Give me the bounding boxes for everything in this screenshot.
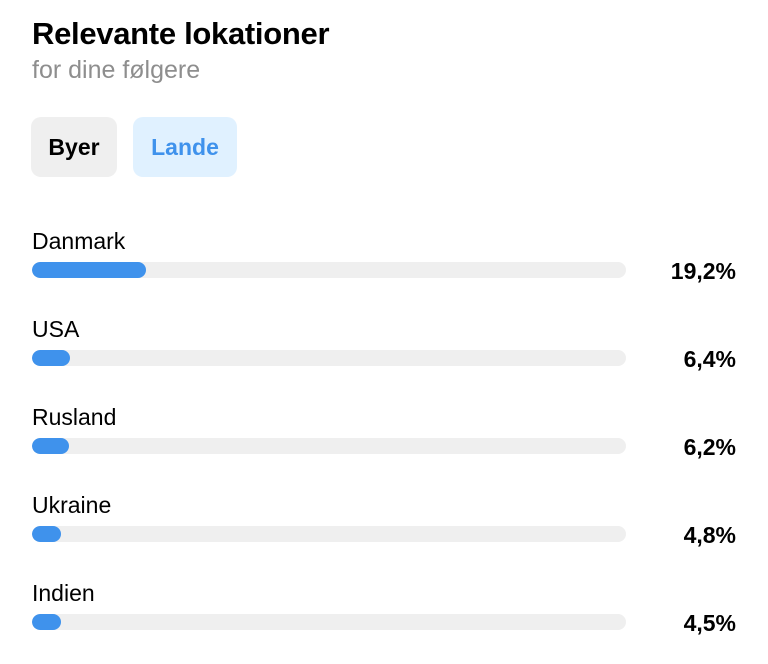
location-row-danmark: Danmark 19,2% bbox=[32, 224, 742, 312]
page-title: Relevante lokationer bbox=[32, 16, 330, 51]
progress-fill bbox=[32, 350, 70, 366]
page-subtitle: for dine følgere bbox=[32, 56, 201, 84]
location-type-tabs: Byer Lande bbox=[31, 117, 237, 177]
location-list: Danmark 19,2% USA 6,4% Rusland 6,2% Ukra… bbox=[32, 224, 742, 664]
progress-track bbox=[32, 438, 626, 454]
tab-countries[interactable]: Lande bbox=[133, 117, 237, 177]
tab-cities[interactable]: Byer bbox=[31, 117, 117, 177]
location-name: Indien bbox=[32, 580, 95, 606]
progress-fill bbox=[32, 438, 69, 454]
location-row-usa: USA 6,4% bbox=[32, 312, 742, 400]
location-row-rusland: Rusland 6,2% bbox=[32, 400, 742, 488]
location-percent: 4,8% bbox=[683, 522, 736, 548]
location-row-indien: Indien 4,5% bbox=[32, 576, 742, 664]
progress-fill bbox=[32, 526, 61, 542]
progress-track bbox=[32, 262, 626, 278]
location-percent: 6,4% bbox=[683, 346, 736, 372]
progress-fill bbox=[32, 262, 146, 278]
location-name: Rusland bbox=[32, 404, 117, 430]
location-name: Danmark bbox=[32, 228, 126, 254]
location-percent: 4,5% bbox=[683, 610, 736, 636]
location-name: USA bbox=[32, 316, 80, 342]
progress-track bbox=[32, 526, 626, 542]
location-percent: 19,2% bbox=[670, 258, 736, 284]
progress-track bbox=[32, 350, 626, 366]
location-row-ukraine: Ukraine 4,8% bbox=[32, 488, 742, 576]
location-name: Ukraine bbox=[32, 492, 112, 518]
progress-fill bbox=[32, 614, 61, 630]
progress-track bbox=[32, 614, 626, 630]
location-percent: 6,2% bbox=[683, 434, 736, 460]
